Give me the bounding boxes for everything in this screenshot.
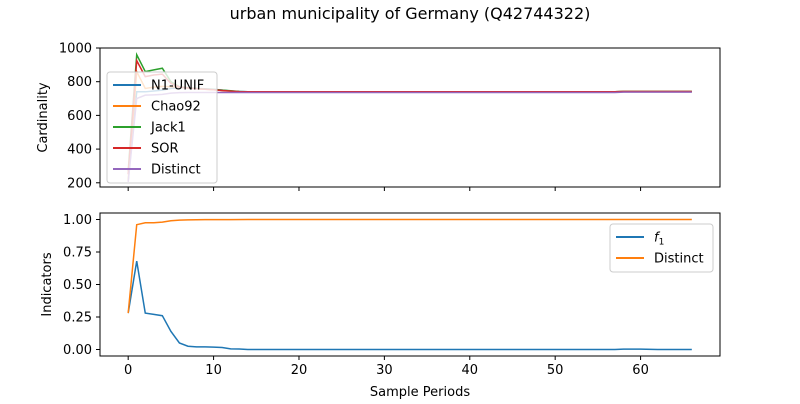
legend-label: Jack1 [150,121,186,136]
ylabel-top: Cardinality [36,82,51,153]
legend-box [106,71,218,184]
ytick-label: 600 [67,109,92,124]
legend-label: N1-UNIF [151,79,204,94]
ytick-label: 0.00 [63,343,92,358]
ytick-label: 400 [67,143,92,158]
panel-top: 200 400 600 800 1000 Cardinality N1-UNIF Chao92… [36,42,721,191]
xlabel-bottom: Sample Periods [370,385,470,400]
ytick-label: 800 [67,75,92,90]
xtick-label: 60 [632,363,649,378]
xtick-label: 0 [124,363,132,378]
series-line-bottom-1 [127,218,692,314]
xtick-label: 50 [547,363,564,378]
ytick-label: 0.75 [63,246,92,261]
figure-title: urban municipality of Germany (Q42744322… [230,4,591,23]
legend-label: Distinct [654,252,704,267]
xtick-label: 10 [205,363,222,378]
ytick-label: 1000 [59,42,92,57]
panel-bottom: 0.00 0.25 0.50 0.75 1.00 0 10 20 30 40 50 60 Indicat… [40,212,721,400]
ylabel-bottom: Indicators [40,252,55,316]
legend-label: Chao92 [151,100,201,115]
ytick-label: 1.00 [63,213,92,228]
legend-label: Distinct [151,163,201,178]
axes-frame-top [99,47,721,188]
xtick-label: 40 [462,363,479,378]
ytick-label: 200 [67,176,92,191]
legend-label: SOR [151,142,179,157]
ytick-label: 0.50 [63,278,92,293]
ytick-label: 0.25 [63,311,92,326]
xtick-label: 30 [376,363,393,378]
legend-bottom: f1 Distinct [609,223,714,273]
series-line-bottom-0 [127,260,692,351]
legend-label: f1 [654,231,664,248]
legend-top: N1-UNIF Chao92 Jack1 SOR Distinct [106,71,218,184]
xtick-label: 20 [291,363,308,378]
